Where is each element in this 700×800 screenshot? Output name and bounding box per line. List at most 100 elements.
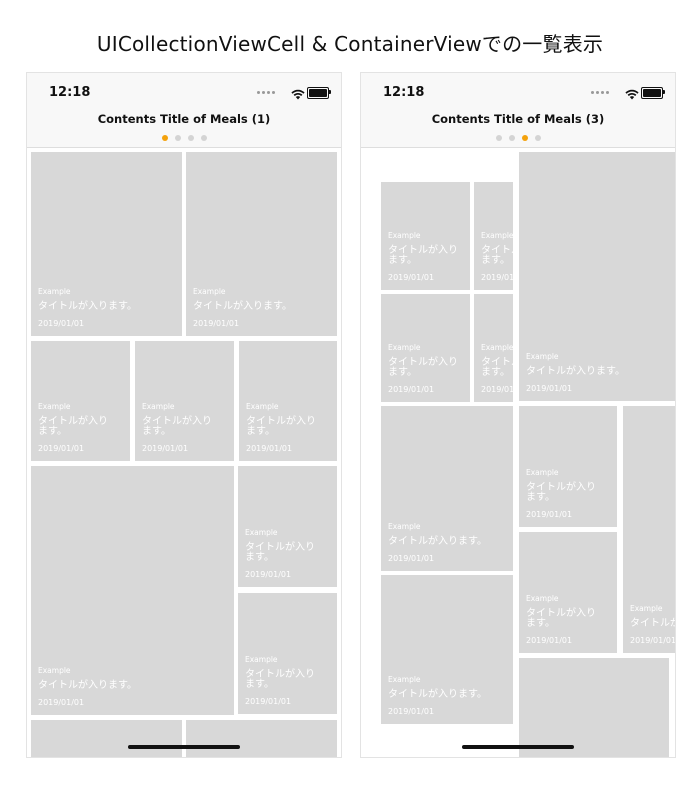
cell-title: タイトルが入り ます。 (245, 542, 315, 563)
home-indicator[interactable] (128, 745, 240, 749)
cell-date: 2019/01/01 (38, 698, 85, 707)
cell-title: タイトルが入り ます。 (388, 357, 458, 378)
cell-title: タイトルが入り ます。 (481, 245, 513, 266)
cell-title: タイトルが入ります。 (388, 689, 487, 700)
cell-date: 2019/01/01 (526, 636, 573, 645)
status-time: 12:18 (383, 85, 425, 100)
wifi-icon (625, 85, 639, 104)
collection-cell[interactable]: Example タイトルが入り ます。 2019/01/01 (239, 341, 337, 461)
signal-icon (257, 91, 275, 94)
collection-cell[interactable]: Example タイトルが入ります。 2019/01/01 (31, 152, 182, 336)
cell-category-label: Example (388, 522, 421, 531)
cell-category-label: Example (481, 231, 513, 240)
cell-date: 2019/01/01 (388, 707, 435, 716)
cell-date: 2019/01/01 (388, 554, 435, 563)
collection-view[interactable]: Example タイトルが入ります。 2019/01/01 Example タイトルが入… (27, 148, 341, 757)
page-control[interactable] (361, 135, 675, 141)
cell-date: 2019/01/01 (481, 273, 513, 282)
collection-cell[interactable]: Example タイトルが入ります。 2019/01/01 (623, 406, 675, 653)
nav-title: Contents Title of Meals (1) (97, 112, 271, 126)
collection-cell[interactable]: Example タイトルが入り ます。 2019/01/01 (238, 593, 337, 714)
battery-icon (641, 87, 665, 99)
cell-date: 2019/01/01 (38, 319, 85, 328)
navigation-bar: Contents Title of Meals (1) (27, 103, 341, 148)
cell-date: 2019/01/01 (526, 510, 573, 519)
cell-date: 2019/01/01 (630, 636, 675, 645)
page-dot[interactable] (200, 135, 207, 141)
cell-category-label: Example (142, 402, 175, 411)
cell-date: 2019/01/01 (245, 697, 292, 706)
cell-category-label: Example (245, 528, 278, 537)
page-dot[interactable] (534, 135, 541, 141)
cell-date: 2019/01/01 (481, 385, 513, 394)
cell-date: 2019/01/01 (142, 444, 189, 453)
collection-cell[interactable]: Example タイトルが入ります。 2019/01/01 (381, 575, 513, 724)
cell-date: 2019/01/01 (193, 319, 240, 328)
cell-title: タイトルが入り ます。 (38, 416, 108, 437)
collection-cell[interactable]: Example タイトルが入り ます。 2019/01/01 (474, 294, 513, 402)
cell-title: タイトルが入ります。 (193, 301, 292, 312)
cell-title: タイトルが入り ます。 (526, 608, 596, 629)
cell-category-label: Example (193, 287, 226, 296)
page-dot[interactable] (161, 135, 168, 141)
cell-title: タイトルが入ります。 (630, 618, 675, 629)
cell-title: タイトルが入り ます。 (246, 416, 316, 437)
phone-screen-1: 12:18 Contents Title of Meals (1) Exampl… (26, 72, 342, 758)
collection-cell[interactable]: Example タイトルが入り ます。 2019/01/01 (135, 341, 234, 461)
signal-icon (591, 91, 609, 94)
cell-title: タイトルが入ります。 (526, 366, 625, 377)
cell-category-label: Example (388, 231, 421, 240)
collection-cell[interactable]: Example タイトルが入ります。 2019/01/01 (186, 152, 337, 336)
cell-category-label: Example (481, 343, 513, 352)
collection-cell[interactable]: Example タイトルが入り ます。 2019/01/01 (474, 182, 513, 290)
collection-cell[interactable] (186, 720, 337, 757)
cell-title: タイトルが入ります。 (38, 301, 137, 312)
page-dot[interactable] (187, 135, 194, 141)
cell-category-label: Example (38, 666, 71, 675)
collection-cell[interactable]: Example タイトルが入り ます。 2019/01/01 (31, 341, 130, 461)
collection-cell[interactable]: Example タイトルが入り ます。 2019/01/01 (381, 182, 470, 290)
wifi-icon (291, 85, 305, 104)
collection-cell[interactable]: Example タイトルが入り ます。 2019/01/01 (519, 406, 617, 527)
page-title: UICollectionViewCell & ContainerViewでの一覧… (96, 32, 604, 56)
collection-view[interactable]: Example タイトルが入り ます。 2019/01/01 Example タイトルが… (361, 148, 675, 757)
collection-cell[interactable] (519, 658, 669, 757)
cell-date: 2019/01/01 (388, 385, 435, 394)
cell-title: タイトルが入り ます。 (526, 482, 596, 503)
cell-date: 2019/01/01 (38, 444, 85, 453)
navigation-bar: Contents Title of Meals (3) (361, 103, 675, 148)
cell-category-label: Example (526, 352, 559, 361)
cell-category-label: Example (38, 402, 71, 411)
cell-category-label: Example (526, 468, 559, 477)
cell-category-label: Example (630, 604, 663, 613)
cell-title: タイトルが入り ます。 (142, 416, 212, 437)
cell-category-label: Example (388, 343, 421, 352)
page-dot[interactable] (174, 135, 181, 141)
collection-cell[interactable]: Example タイトルが入ります。 2019/01/01 (519, 152, 675, 401)
cell-date: 2019/01/01 (526, 384, 573, 393)
battery-icon (307, 87, 331, 99)
collection-cell[interactable]: Example タイトルが入ります。 2019/01/01 (31, 466, 234, 715)
page-dot[interactable] (508, 135, 515, 141)
cell-title: タイトルが入り ます。 (388, 245, 458, 266)
cell-title: タイトルが入ります。 (388, 536, 487, 547)
cell-category-label: Example (38, 287, 71, 296)
page-dot[interactable] (521, 135, 528, 141)
cell-category-label: Example (388, 675, 421, 684)
home-indicator[interactable] (462, 745, 574, 749)
nav-title: Contents Title of Meals (3) (431, 112, 605, 126)
phone-screen-2: 12:18 Contents Title of Meals (3) Exampl… (360, 72, 676, 758)
collection-cell[interactable]: Example タイトルが入り ます。 2019/01/01 (519, 532, 617, 653)
collection-cell[interactable]: Example タイトルが入り ます。 2019/01/01 (381, 294, 470, 402)
cell-date: 2019/01/01 (388, 273, 435, 282)
cell-category-label: Example (246, 402, 279, 411)
cell-category-label: Example (245, 655, 278, 664)
collection-cell[interactable]: Example タイトルが入り ます。 2019/01/01 (238, 466, 337, 587)
collection-cell[interactable]: Example タイトルが入ります。 2019/01/01 (381, 406, 513, 571)
page-control[interactable] (27, 135, 341, 141)
cell-title: タイトルが入ります。 (38, 680, 137, 691)
page-dot[interactable] (495, 135, 502, 141)
collection-cell[interactable] (31, 720, 182, 757)
cell-title: タイトルが入り ます。 (481, 357, 513, 378)
status-time: 12:18 (49, 85, 91, 100)
